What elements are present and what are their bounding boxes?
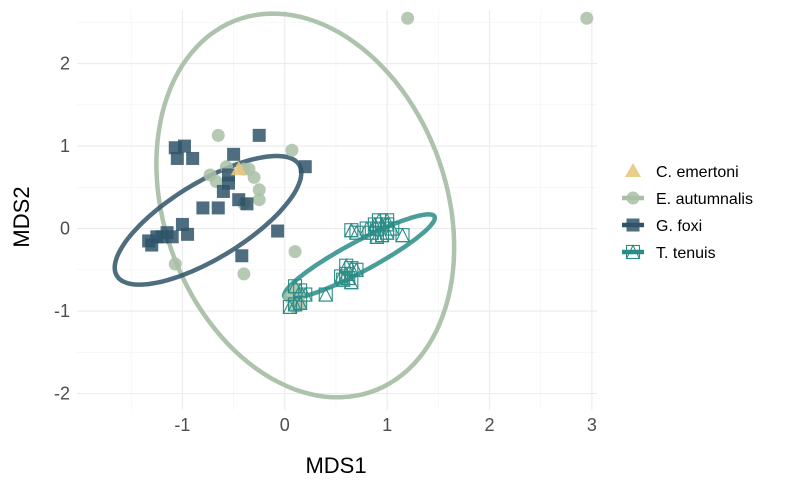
point-e-autumnalis bbox=[237, 267, 251, 281]
legend-label: E. autumnalis bbox=[656, 191, 753, 208]
point-g-foxi bbox=[170, 151, 184, 165]
y-tick-label: 1 bbox=[60, 136, 70, 156]
point-g-foxi bbox=[196, 201, 210, 215]
point-g-foxi bbox=[177, 139, 191, 153]
point-t-tenuis bbox=[297, 286, 313, 302]
y-tick-label: -1 bbox=[54, 301, 70, 321]
point-t-tenuis bbox=[287, 278, 303, 294]
point-g-foxi bbox=[271, 224, 285, 238]
point-t-tenuis bbox=[292, 295, 308, 310]
point-g-foxi bbox=[216, 184, 230, 198]
legend-label: T. tenuis bbox=[656, 245, 716, 262]
point-c-emertoni bbox=[230, 161, 247, 176]
ellipse-e-autumnalis bbox=[154, 11, 457, 400]
point-g-foxi bbox=[235, 249, 249, 263]
point-e-autumnalis bbox=[209, 175, 223, 189]
x-tick-label: 2 bbox=[485, 415, 495, 435]
legend-key-marker bbox=[626, 191, 640, 205]
y-tick-label: 2 bbox=[60, 54, 70, 74]
point-t-tenuis bbox=[369, 229, 385, 244]
legend-key-marker bbox=[625, 244, 641, 260]
point-g-foxi bbox=[211, 201, 225, 215]
point-g-foxi bbox=[181, 227, 195, 241]
point-g-foxi bbox=[252, 128, 266, 142]
point-g-foxi bbox=[165, 230, 179, 244]
legend-item: T. tenuis bbox=[622, 244, 716, 262]
point-g-foxi bbox=[186, 151, 200, 165]
legend-label: C. emertoni bbox=[656, 164, 739, 181]
point-t-tenuis bbox=[343, 274, 359, 290]
point-e-autumnalis bbox=[401, 11, 415, 25]
legend-key-marker bbox=[624, 162, 642, 178]
data-points bbox=[142, 11, 594, 314]
legend-item: E. autumnalis bbox=[622, 191, 753, 208]
point-t-tenuis bbox=[379, 212, 395, 228]
x-tick-label: 3 bbox=[587, 415, 597, 435]
grid bbox=[77, 10, 597, 410]
legend-item: G. foxi bbox=[622, 218, 702, 235]
tick-labels: -1 0 1 2 3 -2 -1 0 1 2 bbox=[54, 54, 597, 435]
point-t-tenuis bbox=[349, 224, 364, 240]
point-t-tenuis bbox=[395, 227, 410, 243]
point-t-tenuis bbox=[349, 262, 364, 277]
point-e-autumnalis bbox=[252, 193, 266, 207]
point-g-foxi bbox=[240, 197, 254, 211]
legend: C. emertoni E. autumnalis G. foxi T. tenuis bbox=[622, 162, 753, 262]
y-tick-label: 0 bbox=[60, 219, 70, 239]
point-g-foxi bbox=[142, 234, 156, 248]
x-tick-label: 1 bbox=[382, 415, 392, 435]
legend-label: G. foxi bbox=[656, 218, 702, 235]
point-e-autumnalis bbox=[168, 257, 182, 271]
legend-item: C. emertoni bbox=[624, 162, 739, 181]
point-e-autumnalis bbox=[288, 245, 302, 259]
point-e-autumnalis bbox=[252, 183, 266, 197]
legend-key-marker bbox=[626, 218, 640, 232]
point-e-autumnalis bbox=[211, 128, 225, 142]
x-axis-title: MDS1 bbox=[305, 453, 366, 478]
x-tick-label: -1 bbox=[174, 415, 190, 435]
point-e-autumnalis bbox=[285, 143, 299, 157]
x-tick-label: 0 bbox=[280, 415, 290, 435]
point-e-autumnalis bbox=[242, 162, 256, 176]
y-tick-label: -2 bbox=[54, 384, 70, 404]
point-g-foxi bbox=[298, 160, 312, 174]
point-g-foxi bbox=[175, 217, 189, 231]
point-g-foxi bbox=[227, 147, 241, 161]
point-t-tenuis bbox=[318, 286, 334, 302]
point-e-autumnalis bbox=[580, 11, 594, 25]
y-axis-title: MDS2 bbox=[9, 186, 34, 247]
